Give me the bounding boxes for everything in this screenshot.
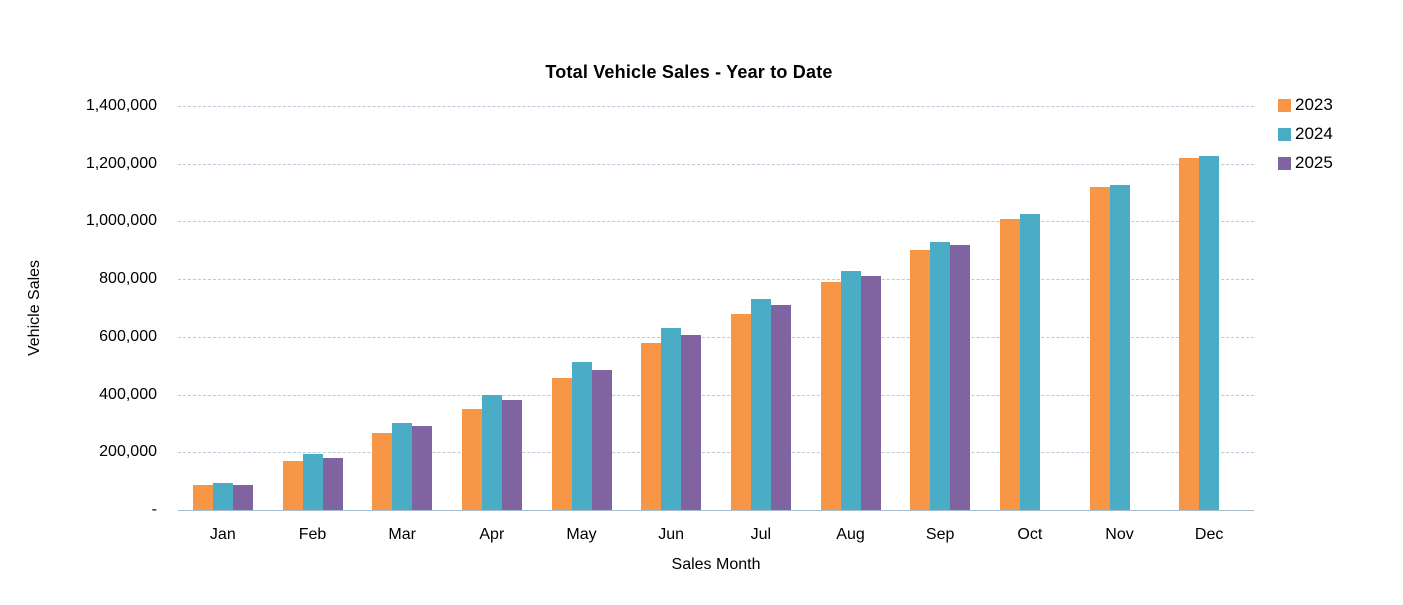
legend: 2023 2024 2025 xyxy=(1278,94,1333,174)
bar-2023-sep xyxy=(910,250,931,510)
bar-2023-aug xyxy=(820,282,841,510)
xtick-label-aug: Aug xyxy=(836,526,865,543)
gridline-400000 xyxy=(178,394,1254,396)
legend-label-2023: 2023 xyxy=(1295,95,1333,114)
ytick-label-800000: 800,000 xyxy=(99,270,157,288)
x-axis-tick-labels: Jan Feb Mar Apr May Jun Jul Aug Sep Oct Nov Dec xyxy=(178,526,1254,548)
legend-label-2025: 2025 xyxy=(1295,153,1333,172)
xtick-label-nov: Nov xyxy=(1105,526,1134,543)
gridline-1200000 xyxy=(178,163,1254,165)
bar-2024-apr xyxy=(481,394,502,510)
xtick-label-apr: Apr xyxy=(479,526,505,543)
ytick-label-400000: 400,000 xyxy=(99,385,157,403)
legend-label-2024: 2024 xyxy=(1295,124,1333,143)
bar-2023-may xyxy=(551,378,572,510)
ytick-label-1000000: 1,000,000 xyxy=(85,212,157,230)
x-axis-title: Sales Month xyxy=(671,556,761,573)
xtick-label-jan: Jan xyxy=(209,526,236,543)
bar-2023-jun xyxy=(641,342,662,510)
bar-2023-mar xyxy=(372,432,393,510)
bar-2025-mar xyxy=(412,426,433,510)
bar-2023-apr xyxy=(461,409,482,510)
bar-2024-mar xyxy=(392,422,413,510)
bar-2024-aug xyxy=(840,270,861,510)
gridline-600000 xyxy=(178,336,1254,338)
bar-2023-feb xyxy=(282,460,303,510)
legend-swatch-2023 xyxy=(1278,98,1291,112)
bar-2025-sep xyxy=(950,245,971,510)
bar-2023-jan xyxy=(192,485,213,510)
xtick-label-dec: Dec xyxy=(1194,526,1224,543)
xtick-label-sep: Sep xyxy=(925,526,955,543)
xtick-label-jun: Jun xyxy=(658,526,685,543)
bar-2024-feb xyxy=(302,454,323,510)
bar-2025-aug xyxy=(860,275,881,510)
gridline-1400000 xyxy=(178,106,1254,107)
ytick-label-1400000: 1,400,000 xyxy=(85,97,157,114)
bar-2024-nov xyxy=(1109,184,1130,510)
bar-2024-oct xyxy=(1019,213,1040,510)
bar-2024-jun xyxy=(661,328,682,510)
bar-2025-jul xyxy=(770,304,791,510)
xtick-label-feb: Feb xyxy=(298,526,327,543)
legend-item-2024: 2024 xyxy=(1278,123,1333,145)
legend-swatch-2025 xyxy=(1278,156,1291,170)
ytick-label-1200000: 1,200,000 xyxy=(85,154,157,172)
bar-2023-nov xyxy=(1089,187,1110,510)
gridline-800000 xyxy=(178,279,1254,281)
bar-2025-apr xyxy=(501,400,522,510)
bar-2023-oct xyxy=(999,219,1020,510)
chart-title: Total Vehicle Sales - Year to Date xyxy=(545,62,833,82)
bar-2025-jan xyxy=(232,485,253,510)
ytick-label-0: - xyxy=(151,501,157,518)
bar-2023-dec xyxy=(1179,157,1200,510)
xtick-label-jul: Jul xyxy=(750,526,772,543)
ytick-label-600000: 600,000 xyxy=(99,327,157,345)
xtick-label-mar: Mar xyxy=(388,526,416,543)
bar-2025-feb xyxy=(322,457,343,510)
legend-item-2025: 2025 xyxy=(1278,152,1333,174)
bar-2024-dec xyxy=(1199,156,1220,510)
bar-2024-jan xyxy=(212,483,233,510)
gridline-1000000 xyxy=(178,221,1254,223)
legend-item-2023: 2023 xyxy=(1278,94,1333,116)
plot-area xyxy=(178,106,1254,511)
bar-2025-may xyxy=(591,370,612,510)
bar-2024-jul xyxy=(750,298,771,510)
bar-2023-jul xyxy=(730,314,751,510)
bar-2024-sep xyxy=(930,242,951,510)
gridline-200000 xyxy=(178,452,1254,454)
ytick-label-200000: 200,000 xyxy=(99,443,157,461)
y-axis-tick-labels: - 200,000 400,000 600,000 800,000 1,000,000 1,… xyxy=(0,97,157,518)
legend-swatch-2024 xyxy=(1278,127,1291,141)
x-axis-line xyxy=(178,510,1254,511)
bar-2025-jun xyxy=(681,334,702,510)
bar-2024-may xyxy=(571,362,592,510)
xtick-label-oct: Oct xyxy=(1017,526,1043,543)
xtick-label-may: May xyxy=(566,526,597,543)
